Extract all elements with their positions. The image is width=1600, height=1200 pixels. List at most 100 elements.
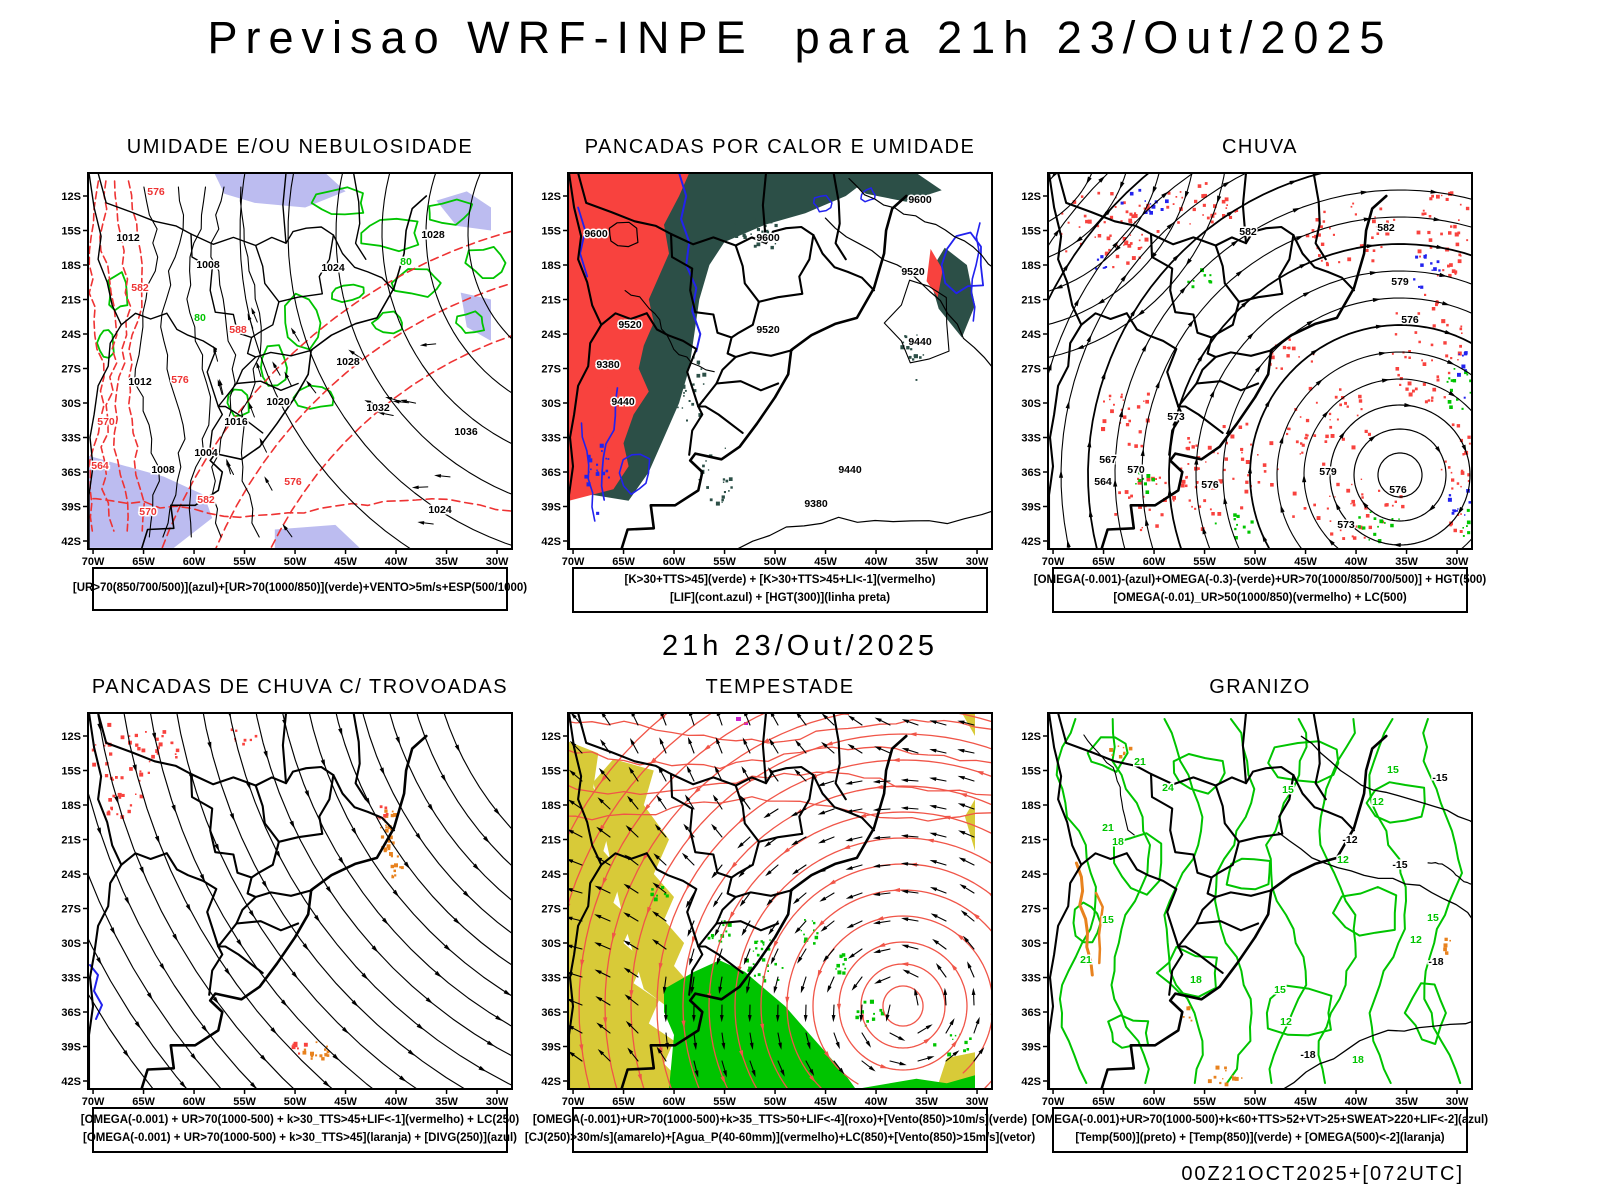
lat-tick-label: 27S (61, 364, 81, 376)
lat-tick-label: 21S (1021, 835, 1041, 847)
lon-tick-label: 60W (183, 1096, 206, 1108)
lon-tick-label: 40W (865, 556, 888, 568)
panel-title: UMIDADE E/OU NEBULOSIDADE (126, 136, 474, 158)
lat-tick-label: 39S (61, 1042, 81, 1054)
lon-tick-label: 50W (284, 556, 307, 568)
contour-label: 1012 (116, 232, 140, 244)
contour-label: 579 (1319, 466, 1337, 478)
contour-label: 80 (400, 256, 412, 268)
contour-label: 573 (1337, 519, 1355, 531)
lat-tick-label: 42S (61, 536, 81, 548)
lat-tick-label: 36S (1021, 1007, 1041, 1019)
map-content (568, 713, 992, 1089)
lon-tick-label: 65W (132, 556, 155, 568)
map-umidade: 1008 1008 1012 1012 1016 1020 1004 1024 1028 1028… (61, 172, 513, 568)
contour-label: 576 (147, 186, 165, 198)
lon-tick-label: 50W (284, 1096, 307, 1108)
contour-label: 1020 (266, 396, 290, 408)
lat-tick-label: 12S (61, 731, 81, 743)
panel-caption: [OMEGA(-0.001)+UR>70(1000-500)+k>35_TTS>… (525, 1107, 1035, 1153)
lat-tick-label: 24S (61, 329, 81, 341)
contour-label: 1004 (194, 447, 218, 459)
lon-tick-label: 60W (1143, 556, 1166, 568)
lat-tick-label: 24S (1021, 869, 1041, 881)
contour-label: 21 (1134, 756, 1146, 768)
lat-tick-label: 39S (61, 502, 81, 514)
lat-tick-label: 33S (61, 433, 81, 445)
contour-label: 9520 (756, 324, 780, 336)
contour-label: 564 (1094, 476, 1112, 488)
contour-label: 24 (1162, 782, 1174, 794)
contour-label: 15 (1387, 764, 1399, 776)
lon-tick-label: 70W (1042, 556, 1065, 568)
contour-label: 570 (139, 506, 157, 518)
contour-label: 1032 (366, 402, 390, 414)
caption-line: [OMEGA(-0.001) + UR>70(1000-500) + k>30_… (80, 1114, 520, 1126)
contour-label: 1016 (224, 416, 248, 428)
lat-tick-label: 36S (61, 1007, 81, 1019)
panel-title: GRANIZO (1209, 676, 1311, 698)
map-granizo: 21 24 15 12 12 15 21 18 15 12 18 15 12 18 15 21 -15 -15 -1… (1021, 712, 1473, 1108)
lat-tick-label: 12S (1021, 731, 1041, 743)
lat-tick-label: 30S (1021, 398, 1041, 410)
page-title: Previsao WRF-INPE para 21h 23/Out/2025 (207, 12, 1393, 63)
lon-tick-label: 30W (486, 1096, 509, 1108)
contour-label: 12 (1372, 796, 1384, 808)
lon-tick-label: 40W (385, 556, 408, 568)
contour-label: 15 (1274, 984, 1286, 996)
lon-tick-label: 55W (713, 1096, 736, 1108)
lat-tick-label: 33S (1021, 973, 1041, 985)
lon-tick-label: 50W (764, 556, 787, 568)
lon-tick-label: 35W (1395, 1096, 1418, 1108)
map-content (88, 173, 512, 549)
lon-tick-label: 70W (1042, 1096, 1065, 1108)
lat-tick-label: 18S (1021, 800, 1041, 812)
lat-tick-label: 15S (541, 226, 561, 238)
lat-tick-label: 42S (1021, 1076, 1041, 1088)
contour-label: 1036 (454, 426, 478, 438)
lat-tick-label: 30S (61, 938, 81, 950)
contour-label: 582 (1377, 222, 1395, 234)
contour-label: -18 (1428, 956, 1443, 968)
lon-tick-label: 35W (915, 556, 938, 568)
panel-title: PANCADAS POR CALOR E UMIDADE (584, 136, 976, 158)
lat-tick-label: 21S (541, 835, 561, 847)
contour-label: 1012 (128, 376, 152, 388)
caption-line: [LIF](cont.azul) + [HGT(300)](linha pret… (669, 591, 891, 604)
panel-title: TEMPESTADE (705, 676, 855, 698)
lon-tick-label: 55W (233, 1096, 256, 1108)
contour-label: 1028 (421, 229, 445, 241)
lat-tick-label: 21S (541, 295, 561, 307)
contour-label: 18 (1190, 974, 1202, 986)
lon-tick-label: 30W (966, 556, 989, 568)
lon-tick-label: 30W (486, 556, 509, 568)
lon-tick-label: 50W (1244, 1096, 1267, 1108)
lon-tick-label: 60W (663, 556, 686, 568)
lat-tick-label: 39S (1021, 502, 1041, 514)
caption-line: [OMEGA(-0.001) + UR>70(1000-500) + k>30_… (83, 1131, 517, 1144)
contour-label: 12 (1410, 934, 1422, 946)
contour-label: 576 (1389, 484, 1407, 496)
lat-tick-label: 24S (541, 329, 561, 341)
lon-tick-label: 45W (334, 556, 357, 568)
lat-tick-label: 30S (541, 398, 561, 410)
lon-tick-label: 65W (1092, 556, 1115, 568)
lat-tick-label: 27S (61, 904, 81, 916)
lon-tick-label: 65W (132, 1096, 155, 1108)
lat-tick-label: 36S (541, 467, 561, 479)
lat-tick-label: 36S (61, 467, 81, 479)
lon-tick-label: 70W (82, 1096, 105, 1108)
contour-label: 15 (1102, 914, 1114, 926)
contour-label: 9520 (901, 266, 925, 278)
contour-label: 1008 (196, 259, 220, 271)
caption-line: [CJ(250)>30m/s](amarelo)+[Agua_P(40-60mm… (524, 1131, 1036, 1144)
lon-tick-label: 45W (1294, 556, 1317, 568)
lat-tick-label: 33S (541, 433, 561, 445)
